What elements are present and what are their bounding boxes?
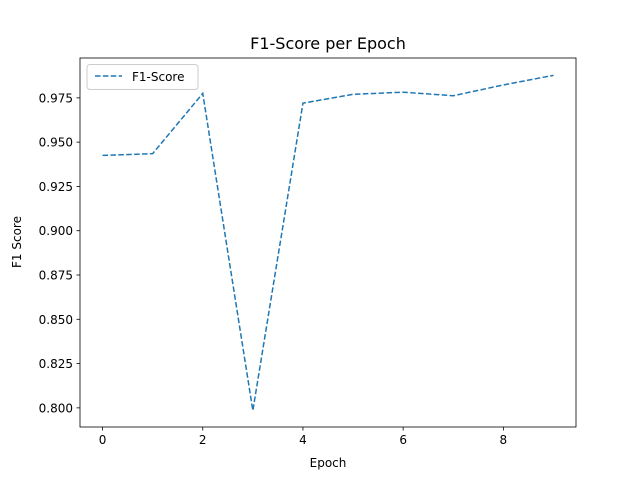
chart-title: F1-Score per Epoch: [250, 34, 406, 53]
x-tick-label: 0: [99, 433, 107, 447]
y-tick-label: 0.950: [39, 136, 73, 150]
x-tick-label: 4: [299, 433, 307, 447]
y-tick-label: 0.825: [39, 357, 73, 371]
plot-frame: [79, 57, 577, 428]
x-axis-label: Epoch: [310, 456, 347, 470]
y-tick-label: 0.925: [39, 180, 73, 194]
y-tick-label: 0.875: [39, 269, 73, 283]
y-tick-label: 0.975: [39, 91, 73, 105]
y-axis-label: F1 Score: [10, 216, 24, 268]
plot-area: 0 2 4 6 8 0.800 0.825 0.850 0.875 0.900 0.925 0.950…: [39, 57, 577, 447]
y-tick-label: 0.900: [39, 224, 73, 238]
x-tick-label: 6: [399, 433, 407, 447]
y-tick-label: 0.850: [39, 313, 73, 327]
legend: F1-Score: [86, 64, 199, 90]
y-tick-label: 0.800: [39, 401, 73, 415]
x-tick-label: 2: [199, 433, 207, 447]
x-tick-label: 8: [500, 433, 508, 447]
legend-label: F1-Score: [132, 70, 184, 84]
legend-box: [86, 64, 199, 90]
series-line: [102, 74, 554, 411]
